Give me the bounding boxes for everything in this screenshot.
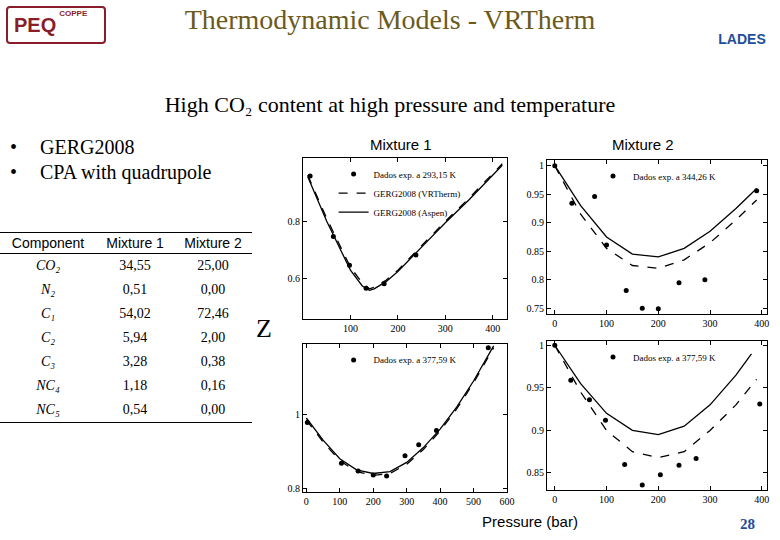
html-text:72,46: 72,46 — [197, 306, 229, 321]
svg-text:1: 1 — [539, 340, 544, 351]
svg-text:300: 300 — [703, 494, 718, 505]
html-text:54,02: 54,02 — [119, 306, 151, 321]
html-text:34,55: 34,55 — [119, 258, 151, 273]
svg-text:400: 400 — [485, 323, 500, 334]
html-text:5,94: 5,94 — [122, 330, 148, 345]
html-text:High CO₂ content at high press: High CO₂ content at high pressure and te… — [164, 92, 616, 117]
html-text:NC₅: NC₅ — [36, 402, 60, 417]
svg-text:0: 0 — [552, 318, 557, 329]
html-text:0,00: 0,00 — [200, 282, 226, 297]
html-text:25,00: 25,00 — [197, 258, 229, 273]
svg-text:0.85: 0.85 — [527, 246, 545, 257]
html-text:C₃: C₃ — [40, 354, 56, 369]
html-text:GERG2008: GERG2008 — [40, 136, 135, 158]
svg-text:Dados exp. a 377,59 K: Dados exp. a 377,59 K — [374, 355, 457, 365]
svg-text:0: 0 — [304, 496, 309, 507]
html-text:Mixture 2: Mixture 2 — [612, 136, 674, 153]
svg-text:0.8: 0.8 — [288, 216, 301, 227]
svg-text:200: 200 — [651, 494, 666, 505]
svg-text:100: 100 — [343, 323, 358, 334]
svg-text:0.95: 0.95 — [527, 382, 545, 393]
html-text:LADES: LADES — [718, 31, 766, 47]
svg-text:100: 100 — [599, 318, 614, 329]
html-text:Z: Z — [256, 314, 272, 343]
svg-text:1: 1 — [539, 160, 544, 171]
html-text:Component: Component — [11, 235, 85, 251]
svg-text:200: 200 — [651, 318, 666, 329]
svg-text:Dados exp. a 293,15 K: Dados exp. a 293,15 K — [374, 170, 457, 180]
html-text:0,54: 0,54 — [122, 402, 148, 417]
svg-text:100: 100 — [332, 496, 347, 507]
svg-text:600: 600 — [500, 496, 515, 507]
html-text:CO₂: CO₂ — [35, 258, 61, 273]
html-text:COPPE: COPPE — [59, 9, 88, 18]
html-text:NC₄: NC₄ — [36, 378, 60, 393]
svg-text:0.6: 0.6 — [288, 273, 301, 284]
svg-text:Dados exp. a 377,59 K: Dados exp. a 377,59 K — [633, 353, 716, 363]
svg-text:300: 300 — [438, 323, 453, 334]
html-text:3,28: 3,28 — [122, 354, 148, 369]
svg-text:400: 400 — [754, 494, 769, 505]
svg-text:400: 400 — [754, 318, 769, 329]
html-text:Thermodynamic Models - VRTherm: Thermodynamic Models - VRTherm — [184, 4, 596, 35]
html-text:PEQ: PEQ — [14, 14, 57, 36]
html-text:Mixture 1: Mixture 1 — [370, 136, 432, 153]
html-text:28: 28 — [740, 516, 755, 532]
svg-text:0: 0 — [552, 494, 557, 505]
html-text:Mixture 1: Mixture 1 — [106, 235, 164, 251]
svg-text:GERG2008 (Aspen): GERG2008 (Aspen) — [374, 208, 448, 218]
svg-text:0.8: 0.8 — [288, 483, 301, 494]
html-text:0,38: 0,38 — [200, 354, 226, 369]
html-text:0,51: 0,51 — [122, 282, 148, 297]
svg-text:0.9: 0.9 — [532, 217, 545, 228]
html-text:2,00: 2,00 — [200, 330, 226, 345]
html-text:1,18: 1,18 — [122, 378, 148, 393]
html-text:Pressure (bar): Pressure (bar) — [482, 513, 578, 530]
html-text:Mixture 2: Mixture 2 — [184, 235, 242, 251]
html-text:0,16: 0,16 — [200, 378, 226, 393]
svg-text:GERG2008 (VRTherm): GERG2008 (VRTherm) — [374, 189, 461, 199]
svg-text:0.85: 0.85 — [527, 467, 545, 478]
svg-text:0.95: 0.95 — [527, 189, 545, 200]
svg-text:100: 100 — [599, 494, 614, 505]
svg-text:0.8: 0.8 — [532, 274, 545, 285]
html-text:C₁: C₁ — [40, 306, 56, 321]
svg-text:Dados exp. a 344,26 K: Dados exp. a 344,26 K — [633, 172, 716, 182]
svg-text:200: 200 — [366, 496, 381, 507]
svg-text:400: 400 — [433, 496, 448, 507]
svg-text:0.75: 0.75 — [527, 303, 545, 314]
svg-text:300: 300 — [399, 496, 414, 507]
html-text:N₂: N₂ — [40, 282, 56, 297]
svg-text:1: 1 — [295, 409, 300, 420]
svg-text:500: 500 — [466, 496, 481, 507]
svg-text:200: 200 — [390, 323, 405, 334]
svg-text:0.9: 0.9 — [532, 425, 545, 436]
svg-text:300: 300 — [703, 318, 718, 329]
html-text:C₂: C₂ — [40, 330, 56, 345]
html-text:0,00: 0,00 — [200, 402, 226, 417]
html-text:CPA with quadrupole: CPA with quadrupole — [40, 161, 212, 183]
